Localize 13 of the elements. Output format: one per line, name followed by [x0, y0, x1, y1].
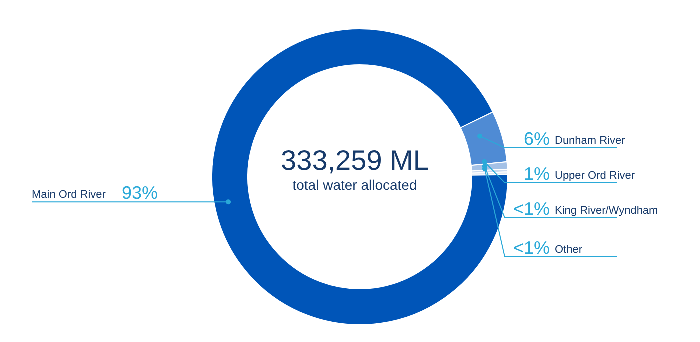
- donut-slice: [212, 28, 508, 326]
- slice-label: King River/Wyndham: [555, 205, 658, 217]
- data-label: 6%: [524, 129, 550, 149]
- slice-label: Upper Ord River: [555, 170, 636, 182]
- data-label: 1%: [524, 164, 550, 184]
- text: total water allocated: [292, 177, 418, 193]
- data-label: 93%: [122, 183, 158, 204]
- data-label: <1%: [513, 238, 550, 258]
- slice-label: Main Ord River: [32, 189, 106, 202]
- text: 333,259 ML: [281, 145, 429, 176]
- slice-label: Dunham River: [555, 135, 626, 147]
- slice-label: Other: [555, 244, 583, 256]
- data-label: <1%: [513, 199, 550, 219]
